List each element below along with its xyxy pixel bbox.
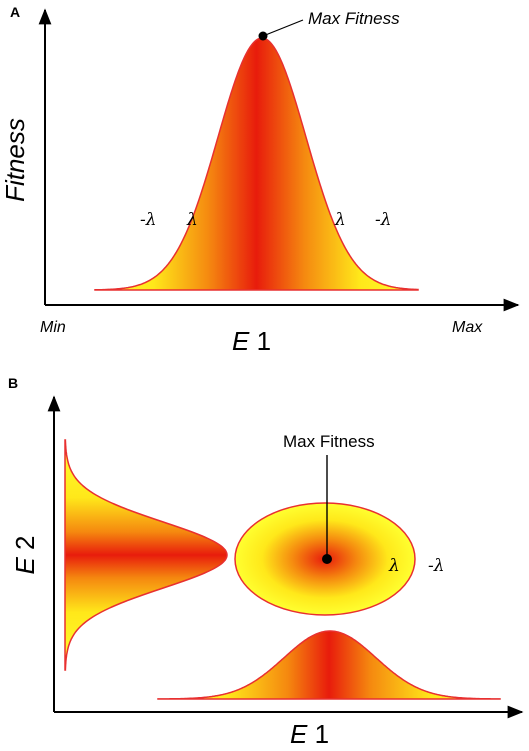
ellipse-lambda-outer: -λ xyxy=(428,556,445,576)
panel-a: A Fitness Min Max E 1 Max Fitness -λ λ λ… xyxy=(0,4,520,356)
ellipse-peak-label: Max Fitness xyxy=(283,432,375,451)
peak-pointer-line xyxy=(262,19,304,37)
lambda-outer-right: -λ xyxy=(375,210,392,230)
ellipse-lambda-inner: λ xyxy=(388,556,400,576)
e2-distribution-curve xyxy=(64,439,228,671)
panel-b: B E 2 E 1 Max Fitness λ -λ xyxy=(8,375,524,749)
e2-axis-title: E 2 xyxy=(10,535,40,574)
panel-b-label: B xyxy=(8,375,18,391)
ellipse-peak-marker xyxy=(322,554,332,564)
panel-a-label: A xyxy=(10,4,20,20)
lambda-inner-right: λ xyxy=(334,210,346,230)
y-axis-title: Fitness xyxy=(0,118,30,202)
lambda-outer-left: -λ xyxy=(140,210,157,230)
x-max-label: Max xyxy=(452,319,483,336)
x-axis-title: E 1 xyxy=(232,326,271,356)
peak-marker xyxy=(258,31,268,41)
peak-label: Max Fitness xyxy=(308,9,400,28)
lambda-inner-left: λ xyxy=(186,210,198,230)
e1-axis-title: E 1 xyxy=(290,719,329,749)
e1-distribution-curve xyxy=(157,630,501,700)
x-min-label: Min xyxy=(40,319,66,336)
fitness-curve xyxy=(94,37,419,291)
